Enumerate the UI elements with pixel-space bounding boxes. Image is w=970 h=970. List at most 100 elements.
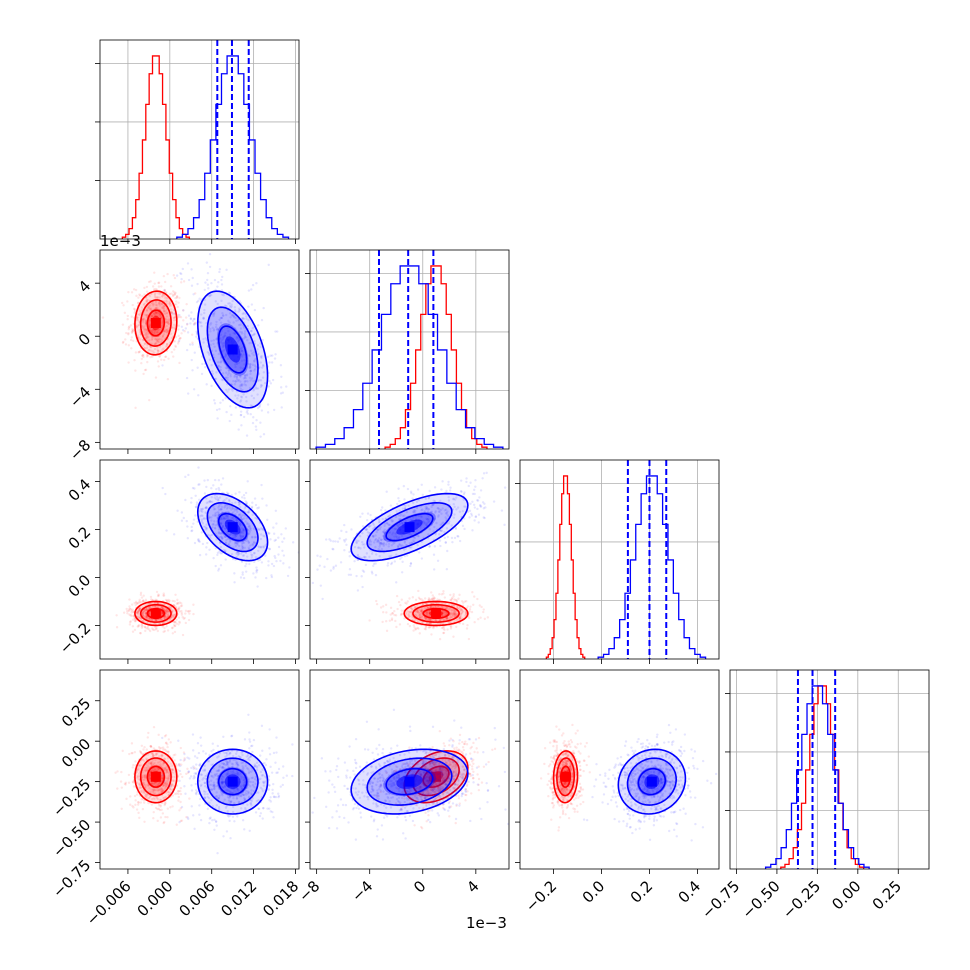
scatter-point	[160, 778, 164, 781]
scatter-point	[383, 528, 387, 531]
scatter-point	[252, 379, 255, 383]
scatter-point	[143, 342, 146, 345]
scatter-point	[431, 606, 435, 609]
scatter-point	[227, 329, 230, 333]
scatter-point	[145, 615, 148, 618]
scatter-point	[440, 614, 443, 618]
scatter-point	[221, 525, 225, 528]
scatter-point	[219, 357, 223, 360]
scatter-point	[143, 776, 146, 779]
scatter-point	[148, 629, 152, 633]
scatter-point	[202, 317, 205, 320]
scatter-point	[158, 747, 162, 750]
scatter-point	[199, 784, 203, 788]
scatter-point	[255, 566, 258, 569]
scatter-point	[273, 554, 276, 558]
scatter-point	[220, 359, 223, 362]
scatter-point	[403, 541, 406, 544]
scatter-point	[231, 815, 235, 819]
scatter-point	[465, 477, 468, 480]
scatter-point	[154, 341, 157, 345]
scatter-point	[201, 514, 204, 518]
scatter-point	[217, 513, 220, 517]
scatter-point	[152, 754, 155, 758]
scatter-point	[459, 612, 463, 615]
scatter-point	[166, 807, 170, 810]
scatter-point	[216, 498, 219, 502]
scatter-point	[169, 791, 172, 794]
scatter-point	[195, 335, 198, 338]
scatter-point	[166, 760, 169, 764]
scatter-point	[184, 621, 188, 625]
scatter-point	[248, 366, 252, 370]
scatter-point	[230, 762, 234, 765]
scatter-point	[148, 778, 151, 781]
scatter-point	[194, 322, 197, 325]
scatter-point	[225, 268, 228, 272]
scatter-point	[150, 764, 154, 767]
scatter-point	[190, 284, 194, 287]
scatter-point	[136, 800, 140, 804]
scatter-point	[438, 598, 442, 602]
scatter-point	[160, 791, 163, 794]
scatter-point	[342, 538, 346, 542]
scatter-point	[238, 490, 241, 494]
scatter-point	[151, 790, 155, 794]
scatter-point	[424, 523, 428, 527]
scatter-point	[136, 610, 140, 614]
scatter-point	[143, 774, 146, 777]
scatter-point	[149, 769, 153, 773]
scatter-point	[458, 539, 462, 543]
scatter-point	[210, 533, 214, 537]
scatter-point	[180, 281, 183, 284]
scatter-point	[203, 311, 206, 315]
scatter-point	[228, 540, 232, 543]
scatter-point	[250, 334, 254, 337]
scatter-point	[217, 360, 220, 364]
scatter-point	[256, 344, 260, 347]
scatter-point	[231, 557, 235, 561]
scatter-point	[478, 604, 482, 607]
scatter-point	[167, 318, 170, 321]
scatter-point	[237, 394, 240, 397]
scatter-point	[131, 329, 135, 332]
scatter-point	[185, 348, 189, 352]
scatter-point	[420, 609, 423, 612]
scatter-point	[355, 540, 358, 544]
scatter-point	[240, 552, 243, 555]
scatter-point	[140, 790, 143, 794]
scatter-point	[391, 533, 394, 536]
scatter-point	[190, 805, 193, 808]
scatter-point	[386, 515, 390, 519]
scatter-point	[204, 281, 207, 284]
scatter-point	[445, 607, 448, 610]
scatter-point	[417, 535, 420, 538]
scatter-point	[222, 534, 226, 537]
scatter-point	[401, 612, 404, 616]
scatter-point	[214, 325, 218, 329]
scatter-point	[133, 794, 137, 798]
scatter-point	[197, 537, 200, 541]
scatter-point	[382, 543, 386, 546]
scatter-point	[445, 617, 448, 620]
scatter-point	[171, 294, 175, 298]
scatter-point	[223, 535, 226, 539]
scatter-point	[368, 619, 371, 622]
scatter-point	[226, 357, 230, 360]
scatter-point	[403, 498, 406, 501]
scatter-point	[136, 610, 139, 614]
scatter-point	[408, 612, 411, 616]
scatter-point	[239, 400, 242, 403]
scatter-point	[144, 333, 147, 337]
scatter-point	[259, 383, 263, 387]
scatter-point	[141, 807, 145, 811]
scatter-point	[153, 605, 157, 608]
scatter-point	[453, 498, 457, 501]
scatter-point	[235, 542, 238, 545]
scatter-point	[203, 492, 207, 495]
scatter-point	[128, 752, 131, 756]
scatter-point	[230, 314, 234, 317]
scatter-point	[200, 313, 203, 316]
scatter-point	[129, 620, 132, 623]
scatter-point	[394, 619, 397, 623]
